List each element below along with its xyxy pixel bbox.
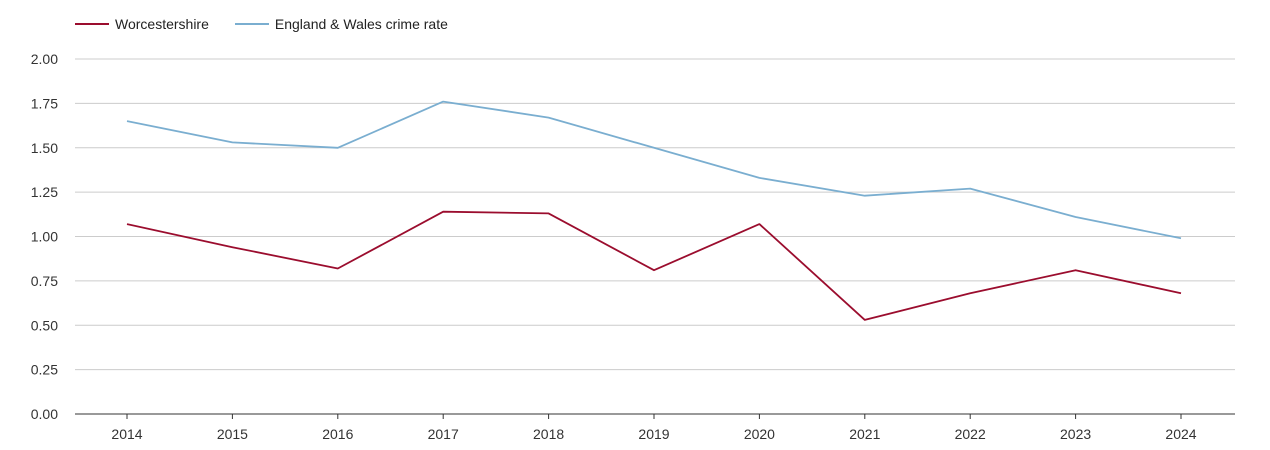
legend-swatch-worcestershire <box>75 23 109 25</box>
legend-item-worcestershire[interactable]: Worcestershire <box>75 16 209 32</box>
x-tick-label: 2021 <box>849 426 880 442</box>
x-tick-label: 2018 <box>533 426 564 442</box>
y-tick-label: 1.00 <box>31 229 58 245</box>
legend-label-england-wales: England & Wales crime rate <box>274 16 448 32</box>
y-tick-label: 0.25 <box>31 362 58 378</box>
x-tick-label: 2019 <box>638 426 669 442</box>
x-tick-label: 2020 <box>744 426 775 442</box>
chart-legend: Worcestershire England & Wales crime rat… <box>75 16 448 32</box>
x-tick-label: 2024 <box>1165 426 1196 442</box>
x-tick-label: 2016 <box>322 426 353 442</box>
x-tick-label: 2015 <box>217 426 248 442</box>
series-line-england-wales-crime-rate <box>126 100 1182 240</box>
y-tick-label: 1.75 <box>31 95 58 111</box>
legend-label-worcestershire: Worcestershire <box>115 16 209 32</box>
x-tick-label: 2017 <box>428 426 459 442</box>
y-tick-label: 0.50 <box>31 317 58 333</box>
x-tick-label: 2023 <box>1060 426 1091 442</box>
x-tick-label: 2014 <box>111 426 142 442</box>
y-tick-label: 0.75 <box>31 273 58 289</box>
y-tick-label: 1.50 <box>31 140 58 156</box>
legend-swatch-england-wales <box>234 23 269 25</box>
legend-item-england-wales[interactable]: England & Wales crime rate <box>234 16 448 32</box>
y-tick-label: 1.25 <box>31 184 58 200</box>
x-tick-label: 2022 <box>955 426 986 442</box>
y-tick-label: 0.00 <box>31 406 58 422</box>
y-tick-label: 2.00 <box>31 51 58 67</box>
series-line-worcestershire <box>126 210 1182 321</box>
